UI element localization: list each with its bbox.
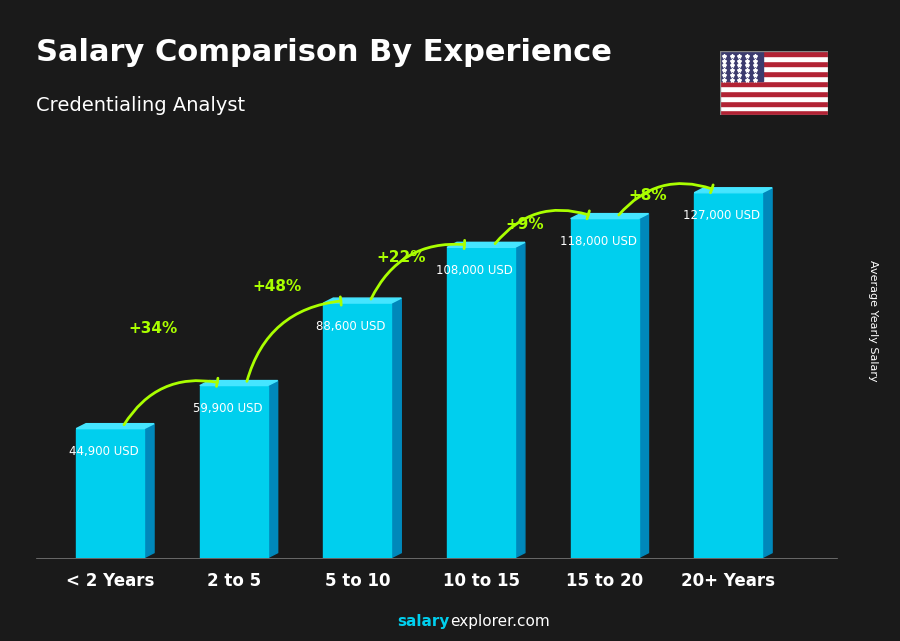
Text: +22%: +22%: [376, 250, 426, 265]
Bar: [447, 247, 515, 558]
Text: Average Yearly Salary: Average Yearly Salary: [868, 260, 878, 381]
Bar: [720, 76, 828, 81]
Text: Salary Comparison By Experience: Salary Comparison By Experience: [36, 38, 612, 67]
Bar: [720, 81, 828, 86]
Text: +8%: +8%: [628, 188, 667, 203]
Polygon shape: [515, 242, 525, 558]
Polygon shape: [639, 213, 649, 558]
Polygon shape: [392, 298, 401, 558]
Text: 59,900 USD: 59,900 USD: [193, 402, 263, 415]
Bar: [720, 61, 828, 66]
Text: +9%: +9%: [505, 217, 544, 232]
Text: +48%: +48%: [252, 279, 302, 294]
Text: Credentialing Analyst: Credentialing Analyst: [36, 96, 245, 115]
Text: 118,000 USD: 118,000 USD: [560, 235, 637, 248]
Text: 108,000 USD: 108,000 USD: [436, 264, 513, 277]
Bar: [720, 71, 828, 76]
Bar: [720, 91, 828, 96]
Bar: [720, 96, 828, 101]
Polygon shape: [571, 213, 649, 219]
Text: 88,600 USD: 88,600 USD: [317, 320, 386, 333]
Bar: [323, 303, 392, 558]
Text: +34%: +34%: [129, 321, 178, 336]
Polygon shape: [694, 188, 772, 193]
Polygon shape: [323, 298, 401, 303]
Bar: [720, 66, 828, 71]
Bar: [200, 385, 268, 558]
Polygon shape: [200, 381, 278, 385]
Bar: [720, 106, 828, 110]
Bar: [571, 219, 639, 558]
Bar: [694, 193, 762, 558]
Text: salary: salary: [398, 614, 450, 629]
Polygon shape: [447, 242, 525, 247]
Bar: [720, 110, 828, 115]
Bar: [720, 101, 828, 106]
Text: 127,000 USD: 127,000 USD: [683, 210, 760, 222]
Bar: [720, 51, 828, 56]
Bar: [720, 86, 828, 91]
Polygon shape: [76, 424, 154, 429]
Text: explorer.com: explorer.com: [450, 614, 550, 629]
Text: 44,900 USD: 44,900 USD: [69, 445, 139, 458]
Bar: [720, 51, 763, 81]
Polygon shape: [144, 424, 154, 558]
Polygon shape: [762, 188, 772, 558]
Bar: [720, 56, 828, 61]
Bar: [76, 429, 144, 558]
Polygon shape: [268, 381, 278, 558]
